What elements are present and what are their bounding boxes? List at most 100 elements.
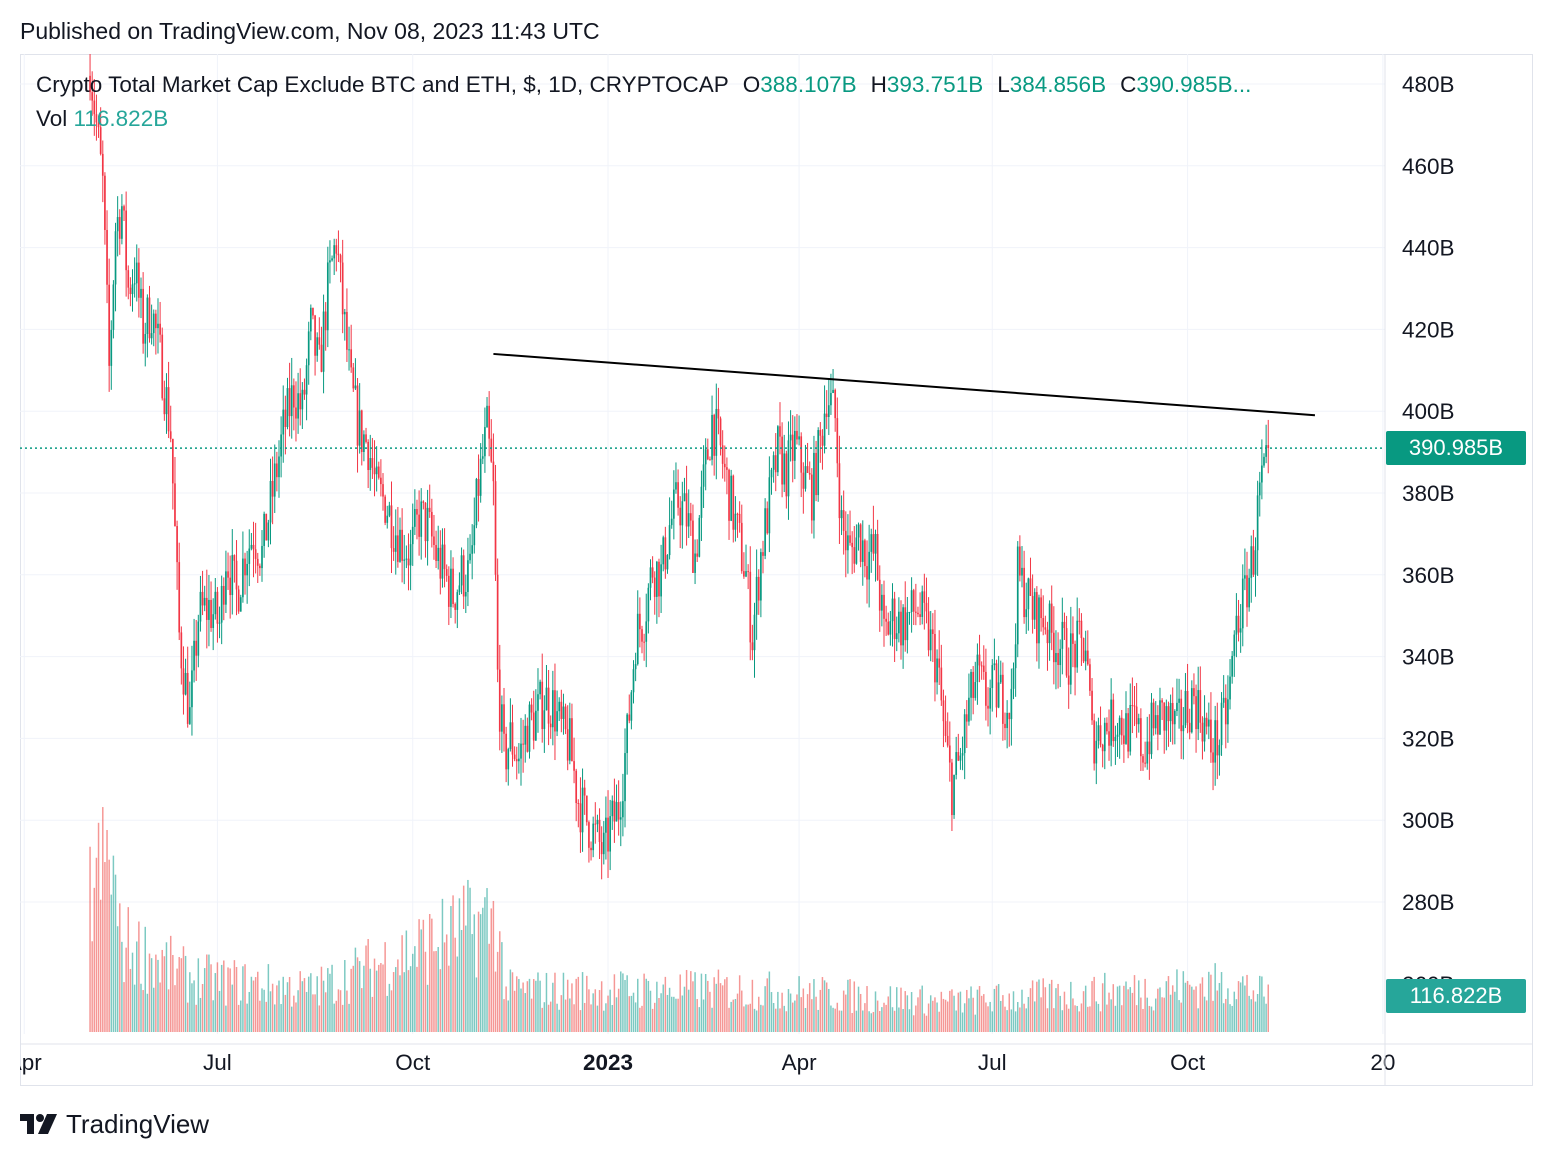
candle-body: [743, 571, 745, 577]
volume-bar: [503, 999, 505, 1032]
candle-body: [883, 594, 885, 619]
candlestick-chart[interactable]: 280B 300B 320B 340B 360B 380B 400B 420B 440B 460B…: [20, 54, 1533, 1086]
candle-body: [106, 229, 108, 285]
volume-value: 116.822B: [73, 106, 169, 131]
candle-body: [458, 585, 461, 593]
candle-body: [454, 603, 457, 610]
candle-body: [1144, 762, 1146, 764]
volume-bar: [554, 972, 556, 1032]
candle-body: [430, 511, 433, 537]
volume-bar: [167, 989, 170, 1032]
candle-body: [140, 288, 142, 298]
volume-bar: [647, 980, 650, 1032]
candle-body: [135, 262, 138, 284]
volume-bar: [549, 1001, 552, 1032]
candle-body: [925, 602, 928, 612]
candle-body: [1254, 550, 1257, 575]
candle-body: [176, 526, 178, 563]
candle-body: [662, 537, 665, 565]
candle-body: [259, 565, 261, 569]
volume-bar: [857, 986, 860, 1032]
volume-bar: [649, 990, 652, 1032]
candle-body: [547, 687, 550, 724]
volume-bar: [995, 985, 998, 1032]
candle-body: [530, 704, 533, 713]
chart-frame: [20, 54, 1533, 1086]
candle-body: [1233, 634, 1236, 656]
volume-bar: [454, 937, 456, 1032]
volume-bar: [333, 1003, 335, 1032]
volume-bar: [235, 966, 238, 1032]
volume-bar: [186, 1002, 189, 1032]
volume-bar: [917, 997, 919, 1032]
candle-body: [104, 175, 106, 230]
volume-bar: [407, 970, 410, 1032]
volume-bar: [229, 968, 231, 1032]
candle-body: [1055, 653, 1057, 663]
volume-bar: [639, 1007, 641, 1032]
candle-body: [734, 513, 737, 530]
candle-body: [579, 803, 582, 833]
candle-body: [900, 611, 902, 646]
candle-body: [242, 558, 244, 598]
volume-bar: [804, 1007, 807, 1032]
candle-body: [946, 735, 949, 746]
volume-bar: [1186, 980, 1189, 1032]
candle-body: [1036, 592, 1038, 644]
candle-body: [923, 591, 926, 603]
candle-body: [280, 434, 282, 457]
volume-bar: [426, 984, 429, 1032]
volume-bar: [316, 976, 318, 1032]
volume-bar: [983, 994, 985, 1032]
candle-body: [1210, 719, 1212, 753]
volume-bar: [490, 908, 493, 1032]
volume-bar: [1142, 1008, 1144, 1032]
candle-body: [588, 822, 590, 848]
candle-body: [411, 526, 414, 545]
candle-body: [267, 522, 270, 541]
volume-bar: [951, 989, 953, 1032]
candle-body: [1086, 650, 1089, 665]
candle-body: [447, 575, 450, 607]
volume-bar: [543, 1002, 546, 1032]
candle-body: [719, 418, 722, 446]
volume-bar: [1180, 1002, 1182, 1032]
volume-bar: [1014, 1011, 1017, 1032]
candle-body: [1101, 744, 1104, 752]
candle-body: [1227, 699, 1229, 725]
candle-body: [180, 632, 183, 669]
volume-bar: [806, 994, 809, 1032]
candle-body: [339, 255, 342, 263]
volume-bar: [766, 978, 768, 1032]
candle-body: [641, 629, 643, 642]
candle-body: [301, 389, 304, 410]
volume-bar: [1169, 994, 1172, 1032]
candle-body: [142, 288, 144, 344]
volume-bar: [1078, 1011, 1081, 1032]
candle-body: [184, 672, 187, 695]
volume-bar: [123, 982, 125, 1032]
candle-body: [199, 591, 202, 622]
candle-body: [802, 472, 805, 489]
volume-bar: [420, 929, 422, 1032]
volume-bar: [462, 885, 465, 1032]
volume-bar: [715, 983, 718, 1032]
candle-body: [670, 518, 673, 526]
candle-body: [736, 513, 739, 515]
candle-body: [789, 434, 792, 441]
candle-body: [326, 262, 329, 331]
brand[interactable]: TradingView: [20, 1108, 209, 1140]
candle-body: [1097, 725, 1100, 741]
candle-body: [974, 682, 977, 698]
volume-bar: [1084, 985, 1087, 1032]
x-tick-label: 2023: [583, 1050, 633, 1075]
volume-bar: [980, 995, 983, 1032]
candle-body: [1250, 546, 1253, 578]
volume-bar: [327, 968, 329, 1032]
volume-bar: [237, 1004, 240, 1032]
candle-body: [403, 559, 406, 561]
candle-body: [870, 534, 873, 552]
candle-body: [575, 770, 578, 803]
candle-body: [337, 253, 340, 256]
candle-body: [1120, 717, 1123, 736]
